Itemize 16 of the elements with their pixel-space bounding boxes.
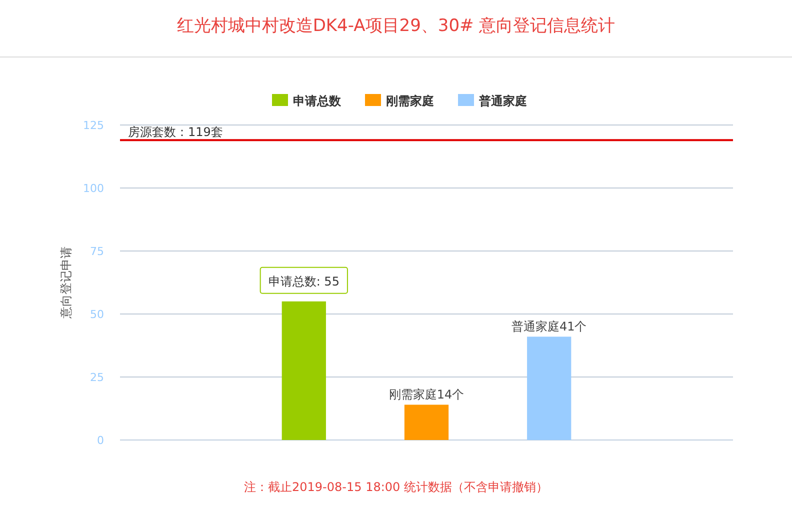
- annotation: 申请总数: 55: [268, 274, 340, 288]
- y-tick-label: 25: [90, 371, 104, 384]
- y-tick-label: 50: [90, 308, 104, 321]
- y-tick-label: 0: [97, 434, 104, 447]
- text: 注：截止2019-08-15 18:00 统计数据（不含申请撤销）: [244, 480, 548, 494]
- legend-label: 申请总数: [293, 94, 342, 108]
- y-tick-label: 75: [90, 245, 104, 258]
- legend-label: 普通家庭: [478, 94, 527, 108]
- y-axis-title: 意向登记申请: [59, 246, 73, 320]
- ref-line-label: 房源套数：119套: [128, 125, 223, 140]
- legend-label: 刚需家庭: [386, 94, 434, 108]
- data-label: 刚需家庭14个: [388, 388, 464, 402]
- y-tick-label: 100: [83, 182, 104, 195]
- y-tick-label: 125: [83, 119, 104, 132]
- chart-title: 红光村城中村改造DK4-A项目29、30# 意向登记信息统计: [176, 16, 616, 36]
- data-label: 普通家庭41个: [511, 320, 587, 334]
